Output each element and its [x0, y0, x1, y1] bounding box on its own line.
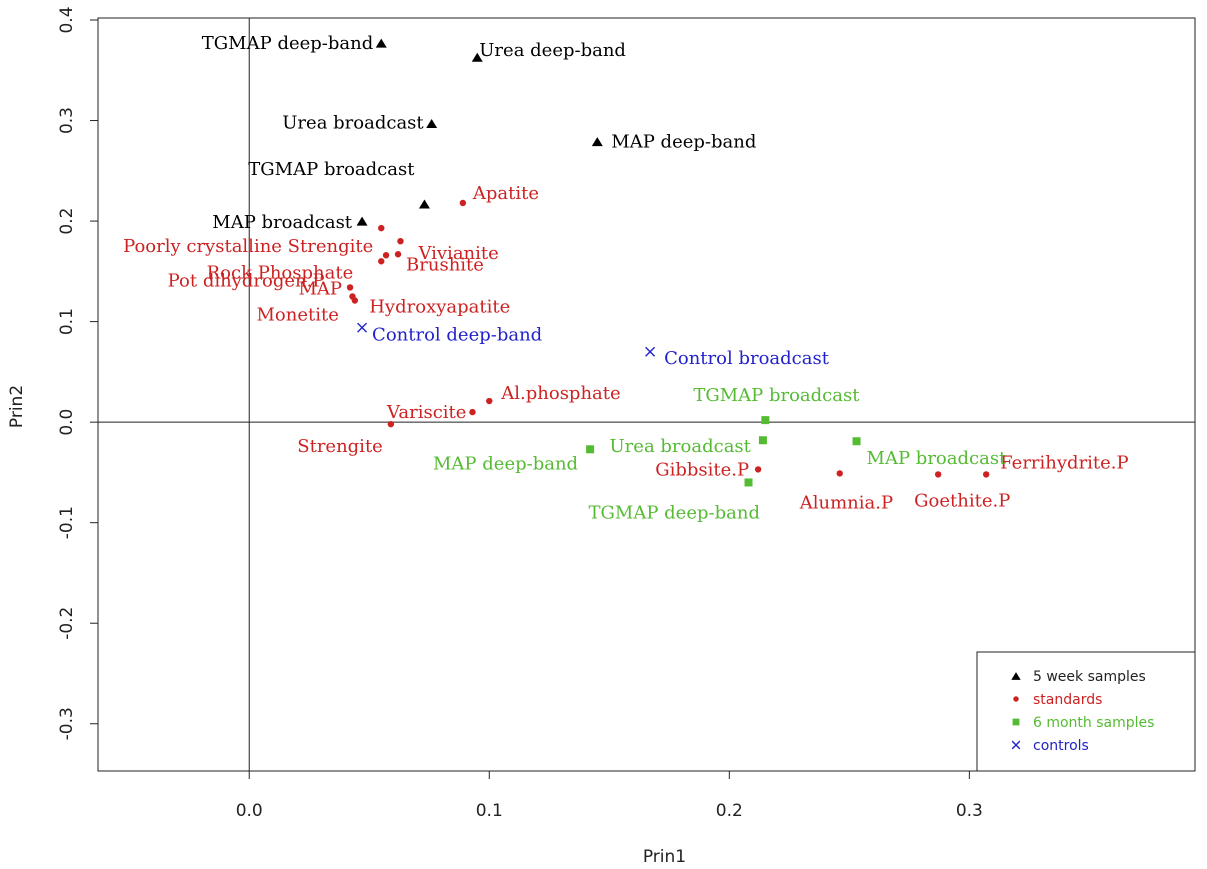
- x-tick-label: 0.0: [236, 801, 263, 821]
- y-tick-label: 0.3: [57, 107, 77, 134]
- point-label: TGMAP broadcast: [248, 159, 415, 180]
- data-point: [375, 38, 387, 48]
- x-tick-label: 0.1: [476, 801, 503, 821]
- legend-entry: controls: [1033, 738, 1089, 754]
- legend-entry: 5 week samples: [1033, 669, 1146, 685]
- point-labels: TGMAP deep-band Urea deep-band Urea broadc…: [123, 33, 1129, 523]
- x-axis-ticks: 0.0 0.1 0.2 0.3: [236, 771, 983, 821]
- point-label: Rock Phosphate: [207, 262, 354, 283]
- data-point: [761, 416, 770, 425]
- series-standards: [346, 199, 990, 478]
- series-controls: [357, 322, 656, 357]
- point-label: TGMAP deep-band: [202, 33, 373, 54]
- data-point: [459, 199, 467, 207]
- legend-marker: [1011, 672, 1021, 680]
- data-point: [394, 251, 402, 258]
- legend-entry: standards: [1033, 692, 1102, 708]
- point-label: Strengite: [297, 436, 383, 457]
- legend-marker: [1012, 718, 1020, 726]
- plot-frame: [97, 17, 1196, 772]
- x-tick-label: 0.2: [716, 801, 743, 821]
- data-point: [586, 445, 595, 454]
- point-label: Goethite.P: [914, 490, 1010, 511]
- data-point: [836, 470, 843, 477]
- point-label: MAP broadcast: [212, 212, 353, 233]
- data-point: [426, 119, 438, 129]
- y-tick-label: 0.2: [57, 208, 77, 235]
- y-axis-label: Prin2: [7, 385, 27, 428]
- data-point: [645, 346, 656, 357]
- data-point: [346, 284, 354, 291]
- point-label: Brushite: [406, 254, 484, 275]
- y-tick-label: -0.1: [57, 506, 77, 539]
- point-label: MAP broadcast: [867, 448, 1008, 469]
- point-label: TGMAP broadcast: [693, 385, 860, 406]
- data-point: [356, 216, 368, 226]
- data-point: [758, 436, 767, 445]
- legend-marker: [1011, 740, 1021, 750]
- data-point: [754, 466, 762, 473]
- point-label: Variscite: [386, 402, 466, 423]
- point-label: MAP deep-band: [433, 453, 578, 474]
- series-5-week-samples: [356, 38, 603, 226]
- axes: [97, 17, 1196, 772]
- point-label: Urea broadcast: [282, 113, 424, 134]
- data-point: [351, 297, 359, 304]
- point-label: Urea broadcast: [610, 436, 752, 457]
- x-tick-label: 0.3: [956, 801, 983, 821]
- data-point: [418, 199, 430, 209]
- data-point: [471, 52, 483, 62]
- data-point: [378, 258, 385, 265]
- x-axis-label: Prin1: [643, 847, 686, 867]
- data-point: [852, 437, 861, 446]
- data-point: [387, 420, 395, 428]
- data-point: [378, 224, 385, 232]
- point-label: MAP deep-band: [611, 132, 756, 153]
- point-label: Monetite: [256, 305, 338, 326]
- data-point: [934, 471, 942, 478]
- point-label: Hydroxyapatite: [369, 297, 510, 318]
- point-label: MAP: [298, 278, 342, 299]
- data-point: [982, 471, 990, 478]
- point-label: Vivianite: [417, 243, 498, 264]
- y-tick-label: -0.3: [57, 707, 77, 740]
- data-point: [469, 408, 476, 416]
- point-label: Urea deep-band: [479, 40, 626, 61]
- legend-box: [976, 651, 1196, 772]
- data-point: [397, 237, 404, 245]
- point-label: Poorly crystalline Strengite: [123, 236, 373, 257]
- y-tick-label: 0.4: [57, 6, 77, 33]
- data-point: [382, 252, 390, 259]
- y-tick-label: -0.2: [57, 607, 77, 640]
- legend: 5 week samples standards 6 month samples co…: [976, 651, 1196, 772]
- point-label: Pot dihydrogen.P: [168, 270, 325, 291]
- legend-marker: [1013, 696, 1019, 702]
- point-label: Apatite: [472, 183, 539, 204]
- point-label: Control deep-band: [372, 325, 542, 346]
- data-points: [346, 38, 990, 487]
- data-point: [591, 137, 603, 147]
- point-label: Al.phosphate: [500, 383, 620, 404]
- data-point: [357, 322, 368, 333]
- series-6-month-samples: [586, 416, 861, 487]
- y-axis-ticks: -0.3 -0.2 -0.1 0.0 0.1 0.2 0.3 0.4: [57, 6, 98, 740]
- data-point: [486, 397, 493, 405]
- point-label: Control broadcast: [664, 348, 830, 369]
- point-label: Alumnia.P: [799, 492, 893, 513]
- point-label: TGMAP deep-band: [589, 502, 760, 523]
- y-tick-label: 0.1: [57, 308, 77, 335]
- legend-entry: 6 month samples: [1033, 715, 1154, 731]
- point-label: Ferrihydrite.P: [1000, 452, 1128, 473]
- point-label: Gibbsite.P: [655, 459, 749, 480]
- y-tick-label: 0.0: [57, 409, 77, 436]
- data-point: [744, 478, 753, 487]
